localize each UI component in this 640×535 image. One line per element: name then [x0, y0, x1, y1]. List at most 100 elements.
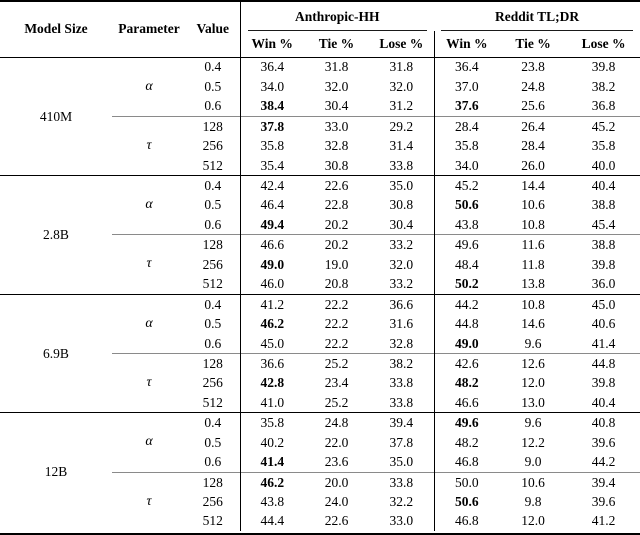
metric-cell: 30.8 [324, 157, 349, 173]
table-header: Model Size Parameter Value Anthropic-HH … [0, 2, 640, 58]
parameter-symbol: α [112, 175, 186, 235]
metric-cell: 36.6 [239, 352, 304, 374]
metric-cell: 38.2 [591, 78, 616, 94]
metric-cell: 45.2 [567, 115, 640, 137]
metric-cell: 50.6 [433, 492, 500, 512]
metric-cell: 23.8 [521, 59, 545, 75]
param-value: 256 [202, 138, 223, 154]
metric-cell: 43.8 [433, 214, 500, 235]
metric-cell: 33.0 [389, 513, 414, 529]
param-value: 128 [186, 352, 240, 374]
header-value: Value [186, 2, 240, 58]
metric-cell: 23.4 [324, 375, 349, 391]
metric-cell: 36.6 [369, 293, 435, 315]
metric-cell: 33.8 [369, 471, 435, 493]
metric-cell: 25.2 [324, 394, 349, 410]
metric-cell: 33.8 [389, 157, 414, 173]
metric-cell: 20.8 [324, 276, 349, 292]
metric-cell: 30.4 [324, 98, 349, 114]
metric-cell: 49.0 [239, 254, 304, 275]
table-row: 0.6 38.4 30.4 31.2 37.6 25.6 36.8 [0, 96, 640, 117]
param-value: 0.5 [204, 197, 222, 213]
param-value: 0.4 [204, 59, 222, 75]
metric-cell: 41.4 [239, 452, 304, 473]
metric-cell: 22.2 [304, 293, 369, 315]
table-row: 0.6 45.0 22.2 32.8 49.0 9.6 41.4 [0, 333, 640, 354]
table-row: 12B α 0.4 35.8 24.8 39.4 49.6 9.6 40.8 [0, 412, 640, 531]
metric-cell: 32.8 [389, 335, 414, 351]
metric-cell: 35.8 [433, 136, 500, 156]
metric-cell: 44.2 [433, 293, 500, 315]
table-row: 512 35.4 30.8 33.8 34.0 26.0 40.0 [0, 155, 640, 176]
metric-cell: 22.2 [324, 316, 349, 332]
model-size-label: 410M [39, 108, 73, 124]
model-size-label: 12B [0, 412, 112, 531]
metric-cell: 22.6 [304, 175, 369, 196]
metric-cell: 10.8 [499, 293, 568, 315]
metric-cell: 49.6 [433, 412, 500, 433]
metric-cell: 20.0 [304, 471, 369, 493]
param-value: 128 [186, 234, 240, 255]
metric-cell: 9.8 [524, 493, 542, 509]
metric-cell: 11.6 [499, 234, 568, 255]
model-size-label: 2.8B [0, 175, 112, 295]
metric-cell: 14.6 [521, 316, 545, 332]
metric-cell: 42.6 [433, 352, 500, 374]
metric-cell: 49.4 [239, 214, 304, 235]
metric-cell: 43.8 [239, 492, 304, 512]
parameter-symbol: α [112, 293, 186, 354]
table-row: τ 128 46.6 20.2 33.2 49.6 11.6 38.8 [0, 234, 640, 295]
table-row: 0.5 40.2 22.0 37.8 48.2 12.2 39.6 [0, 432, 640, 453]
param-value: 256 [202, 256, 223, 272]
table-row: 256 35.8 32.8 31.4 35.8 28.4 35.8 [0, 136, 640, 156]
param-value: 0.6 [204, 335, 222, 351]
table-row: τ 128 37.8 33.0 29.2 28.4 26.4 45.2 [0, 115, 640, 176]
metric-cell: 36.0 [591, 276, 616, 292]
param-value: 0.4 [186, 175, 240, 196]
metric-cell: 46.8 [433, 511, 500, 531]
metric-cell: 46.8 [433, 452, 500, 473]
table-row: τ 128 46.2 20.0 33.8 50.0 10.6 39.4 [0, 471, 640, 531]
metric-cell: 50.6 [433, 195, 500, 215]
header-tldr-tie: Tie % [499, 31, 568, 58]
table-body: 410M α 0.4 36.4 31.8 31.8 36.4 23.8 39.8 0.5 34.0 3… [0, 57, 640, 531]
metric-cell: 48.2 [433, 373, 500, 393]
metric-cell: 38.2 [369, 352, 435, 374]
metric-cell: 40.2 [239, 432, 304, 453]
metric-cell: 34.0 [433, 155, 500, 176]
metric-cell: 49.6 [433, 234, 500, 255]
table-row: 0.5 46.2 22.2 31.6 44.8 14.6 40.6 [0, 314, 640, 334]
metric-cell: 25.2 [304, 352, 369, 374]
metric-cell: 32.8 [324, 138, 349, 154]
metric-cell: 46.4 [239, 195, 304, 215]
metric-cell: 40.6 [591, 316, 616, 332]
metric-cell: 40.4 [591, 394, 616, 410]
metric-cell: 25.6 [521, 98, 545, 114]
metric-cell: 31.4 [389, 138, 414, 154]
metric-cell: 45.4 [591, 216, 616, 232]
metric-cell: 11.8 [521, 256, 545, 272]
param-value: 0.6 [204, 454, 222, 470]
metric-cell: 37.8 [239, 115, 304, 137]
metric-cell: 44.8 [567, 352, 640, 374]
param-value: 0.5 [204, 316, 222, 332]
metric-cell: 35.8 [239, 412, 304, 433]
metric-cell: 35.4 [239, 155, 304, 176]
header-tldr-win: Win % [433, 31, 500, 58]
metric-cell: 41.2 [239, 293, 304, 315]
param-value: 512 [202, 513, 223, 529]
param-value: 0.6 [204, 98, 222, 114]
metric-cell: 39.6 [591, 493, 616, 509]
metric-cell: 22.8 [324, 197, 349, 213]
header-tldr-lose: Lose % [567, 31, 640, 58]
metric-cell: 33.2 [369, 234, 435, 255]
metric-cell: 34.0 [239, 76, 304, 97]
metric-cell: 26.4 [499, 115, 568, 137]
parameter-symbol: τ [112, 471, 186, 531]
metric-cell: 30.4 [389, 216, 414, 232]
metric-cell: 41.0 [239, 392, 304, 413]
metric-cell: 32.0 [389, 78, 414, 94]
metric-cell: 50.0 [433, 471, 500, 493]
table-row: 0.5 46.4 22.8 30.8 50.6 10.6 38.8 [0, 195, 640, 215]
